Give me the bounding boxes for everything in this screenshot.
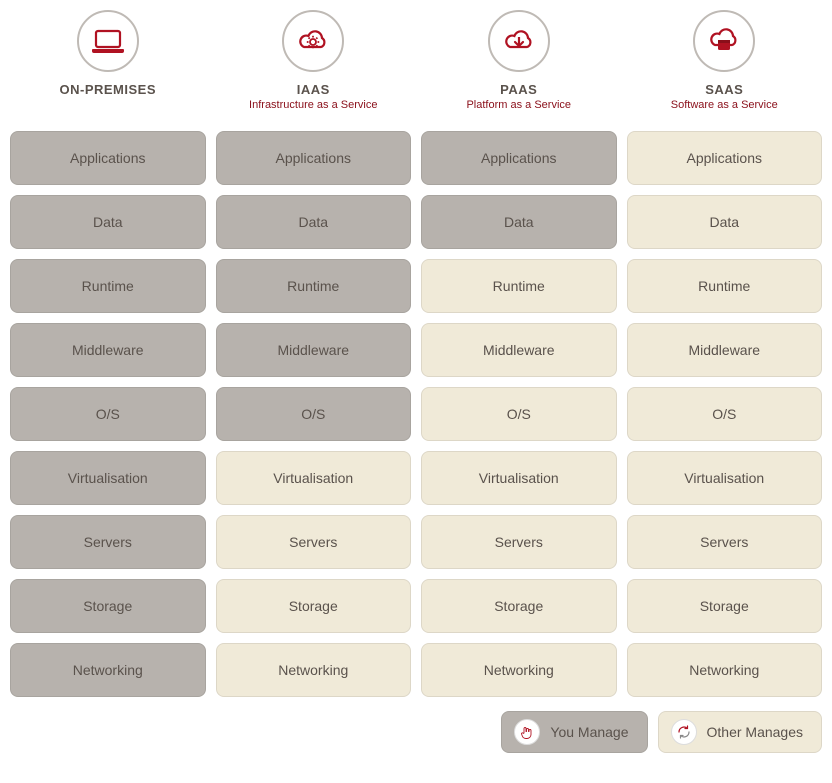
layer-cell: Data bbox=[421, 195, 617, 249]
layer-cell: Middleware bbox=[10, 323, 206, 377]
cloud-gear-icon bbox=[282, 10, 344, 72]
layer-cell: Middleware bbox=[216, 323, 412, 377]
layer-cell: Storage bbox=[627, 579, 823, 633]
legend-label: You Manage bbox=[550, 724, 628, 740]
layer-cell: Storage bbox=[216, 579, 412, 633]
column-subtitle: Software as a Service bbox=[671, 99, 778, 113]
layer-cell: Middleware bbox=[421, 323, 617, 377]
layer-cell: Virtualisation bbox=[216, 451, 412, 505]
service-model-grid: ON-PREMISES IAAS Infrastructure as a Ser… bbox=[10, 10, 822, 697]
cloud-window-icon bbox=[693, 10, 755, 72]
layer-cell: Virtualisation bbox=[627, 451, 823, 505]
layer-cell: Runtime bbox=[421, 259, 617, 313]
column-title: SAAS bbox=[705, 82, 743, 97]
layer-cell: O/S bbox=[627, 387, 823, 441]
layer-cell: Servers bbox=[10, 515, 206, 569]
layer-cell: O/S bbox=[216, 387, 412, 441]
layer-cell: Virtualisation bbox=[421, 451, 617, 505]
legend-label: Other Manages bbox=[707, 724, 804, 740]
layer-cell: Applications bbox=[10, 131, 206, 185]
layer-cell: Networking bbox=[627, 643, 823, 697]
layer-cell: Applications bbox=[216, 131, 412, 185]
layer-cell: Data bbox=[10, 195, 206, 249]
column-subtitle: Infrastructure as a Service bbox=[249, 99, 377, 113]
column-subtitle: Platform as a Service bbox=[466, 99, 571, 113]
layer-cell: O/S bbox=[421, 387, 617, 441]
hand-pointer-icon bbox=[514, 719, 540, 745]
layer-cell: Networking bbox=[421, 643, 617, 697]
sync-icon bbox=[671, 719, 697, 745]
laptop-icon bbox=[77, 10, 139, 72]
column-title: IAAS bbox=[297, 82, 330, 97]
column-title: ON-PREMISES bbox=[59, 82, 156, 97]
layer-cell: Data bbox=[216, 195, 412, 249]
layer-cell: Runtime bbox=[627, 259, 823, 313]
legend-you-manage: You Manage bbox=[501, 711, 647, 753]
layer-cell: Networking bbox=[10, 643, 206, 697]
layer-cell: Runtime bbox=[10, 259, 206, 313]
layer-cell: Servers bbox=[421, 515, 617, 569]
legend-other-manages: Other Manages bbox=[658, 711, 823, 753]
layer-cell: Servers bbox=[216, 515, 412, 569]
layer-cell: O/S bbox=[10, 387, 206, 441]
column-header-on-premises: ON-PREMISES bbox=[10, 10, 206, 113]
layer-cell: Runtime bbox=[216, 259, 412, 313]
column-header-saas: SAAS Software as a Service bbox=[627, 10, 823, 113]
layer-cell: Storage bbox=[10, 579, 206, 633]
layer-cell: Storage bbox=[421, 579, 617, 633]
column-header-iaas: IAAS Infrastructure as a Service bbox=[216, 10, 412, 113]
layer-cell: Data bbox=[627, 195, 823, 249]
layer-cell: Applications bbox=[627, 131, 823, 185]
layer-cell: Applications bbox=[421, 131, 617, 185]
legend: You Manage Other Manages bbox=[10, 711, 822, 753]
column-header-paas: PAAS Platform as a Service bbox=[421, 10, 617, 113]
layer-cell: Middleware bbox=[627, 323, 823, 377]
layer-cell: Networking bbox=[216, 643, 412, 697]
column-title: PAAS bbox=[500, 82, 537, 97]
layer-cell: Servers bbox=[627, 515, 823, 569]
layer-cell: Virtualisation bbox=[10, 451, 206, 505]
cloud-download-icon bbox=[488, 10, 550, 72]
